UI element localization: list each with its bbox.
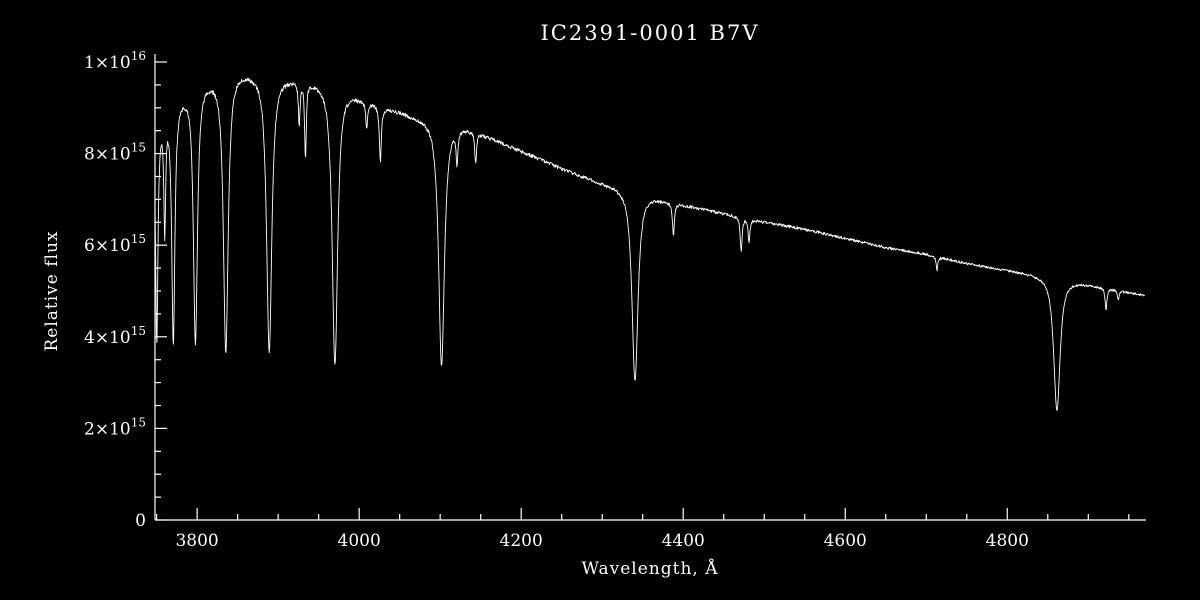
x-axis-title: Wavelength, Å xyxy=(582,558,719,579)
x-axis-ticks: 3800 4000 4200 4400 4600 4800 xyxy=(156,508,1130,551)
x-tick-label: 4800 xyxy=(986,531,1029,551)
x-tick-label: 4000 xyxy=(338,531,381,551)
spectrum-series xyxy=(154,77,1146,411)
x-tick-label: 3800 xyxy=(175,531,218,551)
y-tick-label: 2×1015 xyxy=(84,415,146,439)
y-axis-title: Relative flux xyxy=(42,230,62,351)
y-tick-label: 6×1015 xyxy=(84,232,146,256)
x-tick-label: 4400 xyxy=(662,531,705,551)
y-tick-label: 1×1016 xyxy=(84,49,146,73)
y-tick-label: 8×1015 xyxy=(84,141,146,165)
y-axis-ticks: 0 2×1015 4×1015 6×1015 8×1015 1×1016 xyxy=(84,49,167,531)
x-tick-label: 4600 xyxy=(824,531,867,551)
y-tick-label: 4×1015 xyxy=(84,324,146,348)
chart-title: IC2391-0001 B7V xyxy=(541,21,760,45)
y-tick-label: 0 xyxy=(135,511,146,531)
spectrum-polyline xyxy=(154,77,1146,411)
axes xyxy=(154,54,1146,521)
x-tick-label: 4200 xyxy=(500,531,543,551)
